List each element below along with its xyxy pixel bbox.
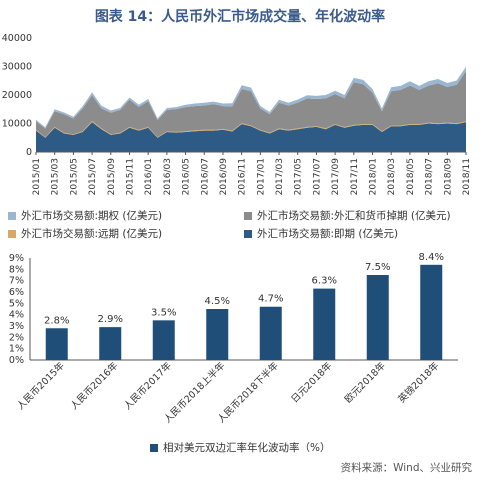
- area-xtick-label: 2015/01: [32, 158, 42, 195]
- bar-data-label: 8.4%: [419, 252, 444, 263]
- bar-data-label: 4.5%: [205, 296, 230, 307]
- bar-data-label: 2.8%: [44, 315, 69, 326]
- bar: [206, 309, 229, 360]
- bar: [259, 306, 282, 360]
- area-xtick-label: 2017/09: [331, 158, 341, 196]
- bar-category-label: 人民币2016年: [68, 359, 121, 412]
- bar-data-label: 6.3%: [312, 276, 337, 287]
- bar-data-label: 2.9%: [98, 314, 123, 325]
- area-xtick-label: 2018/03: [387, 158, 397, 195]
- area-ytick-label: 10000: [2, 119, 32, 130]
- bar-ytick-label: 3%: [9, 321, 24, 332]
- area-ytick-label: 0: [26, 147, 32, 158]
- legend-swap: 外汇市场交易额:外汇和货币掉期 (亿美元): [244, 208, 451, 223]
- area-series-swap: [36, 71, 466, 138]
- page-title: 图表 14：人民币外汇市场成交量、年化波动率: [94, 9, 386, 25]
- area-chart: 0 10000 20000 30000 40000 2015/01 2015/03 2015/…: [2, 33, 472, 196]
- bar-ytick-label: 1%: [9, 344, 24, 355]
- bar-ytick-label: 7%: [9, 276, 24, 287]
- area-ytick-label: 30000: [2, 62, 32, 73]
- area-xtick-label: 2018/11: [462, 158, 472, 195]
- legend-forward-swatch: [8, 229, 16, 238]
- bar-category-label: 人民币2017年: [121, 359, 174, 412]
- area-xtick-label: 2016/03: [163, 158, 173, 195]
- source-note: 资料来源：Wind、兴业研究: [340, 462, 472, 474]
- bar: [313, 288, 336, 360]
- legend-swap-label: 外汇市场交易额:外汇和货币掉期 (亿美元): [257, 210, 451, 222]
- bar: [366, 275, 389, 360]
- bar-ytick-label: 2%: [9, 332, 24, 343]
- area-xtick-label: 2017/01: [256, 158, 266, 195]
- bar-ytick-label: 8%: [9, 264, 24, 275]
- bar: [420, 264, 443, 360]
- bar: [45, 328, 68, 360]
- bar-data-label: 4.7%: [258, 294, 283, 305]
- bar-ytick-label: 4%: [9, 310, 24, 321]
- legend-spot-label: 外汇市场交易额:即期 (亿美元): [257, 228, 399, 240]
- bar-legend-swatch: [150, 443, 158, 452]
- area-xtick-label: 2016/05: [182, 158, 192, 195]
- bar-category-label: 英镑2018年: [396, 359, 442, 405]
- bar-chart: 0%1%2%3%4%5%6%7%8%9% 2.8% 人民币2015年 2.9% 人民币2…: [9, 252, 458, 426]
- bar-legend: 相对美元双边汇率年化波动率（%）: [150, 440, 330, 455]
- area-series-option: [36, 66, 466, 129]
- bar-category-label: 人民币2015年: [14, 359, 67, 412]
- bar-data-label: 7.5%: [365, 262, 390, 273]
- area-xtick-label: 2015/09: [107, 158, 117, 196]
- area-xtick-label: 2016/07: [200, 158, 210, 195]
- bar-data-label: 3.5%: [151, 307, 176, 318]
- legend-option-swatch: [8, 211, 16, 220]
- area-series-forward: [36, 120, 466, 138]
- bar-legend-label: 相对美元双边汇率年化波动率（%）: [163, 442, 331, 454]
- area-xtick-label: 2015/03: [51, 158, 61, 195]
- bar-ytick-label: 6%: [9, 287, 24, 298]
- bar-ytick-label: 0%: [9, 355, 24, 366]
- area-xtick-label: 2016/09: [219, 158, 229, 196]
- area-xtick-label: 2015/05: [69, 158, 79, 195]
- area-xtick-label: 2018/05: [406, 158, 416, 195]
- bar: [152, 320, 175, 360]
- area-xtick-label: 2016/11: [238, 158, 248, 195]
- area-xtick-label: 2018/01: [369, 158, 379, 195]
- bar-ytick-label: 9%: [9, 253, 24, 264]
- area-xtick-label: 2016/01: [144, 158, 154, 195]
- legend-spot: 外汇市场交易额:即期 (亿美元): [244, 226, 398, 241]
- bar: [99, 327, 122, 360]
- area-xtick-label: 2018/07: [425, 158, 435, 195]
- area-xtick-label: 2017/03: [275, 158, 285, 195]
- area-xtick-label: 2017/11: [350, 158, 360, 195]
- area-xtick-label: 2017/05: [294, 158, 304, 195]
- legend-swap-swatch: [244, 211, 252, 220]
- area-xtick-label: 2015/07: [88, 158, 98, 195]
- legend-option-label: 外汇市场交易额:期权 (亿美元): [21, 210, 163, 222]
- bar-category-label: 欧元2018年: [342, 359, 388, 405]
- legend-forward: 外汇市场交易额:远期 (亿美元): [8, 226, 162, 241]
- area-series-spot: [36, 122, 466, 152]
- legend-spot-swatch: [244, 229, 252, 238]
- area-ytick-label: 40000: [2, 33, 32, 44]
- legend-option: 外汇市场交易额:期权 (亿美元): [8, 208, 162, 223]
- legend-forward-label: 外汇市场交易额:远期 (亿美元): [21, 228, 163, 240]
- area-ytick-label: 20000: [2, 90, 32, 101]
- area-xtick-label: 2018/09: [443, 158, 453, 196]
- bar-ytick-label: 5%: [9, 298, 24, 309]
- area-xtick-label: 2015/11: [125, 158, 135, 195]
- area-xtick-label: 2017/07: [312, 158, 322, 195]
- bar-category-label: 日元2018年: [289, 359, 335, 405]
